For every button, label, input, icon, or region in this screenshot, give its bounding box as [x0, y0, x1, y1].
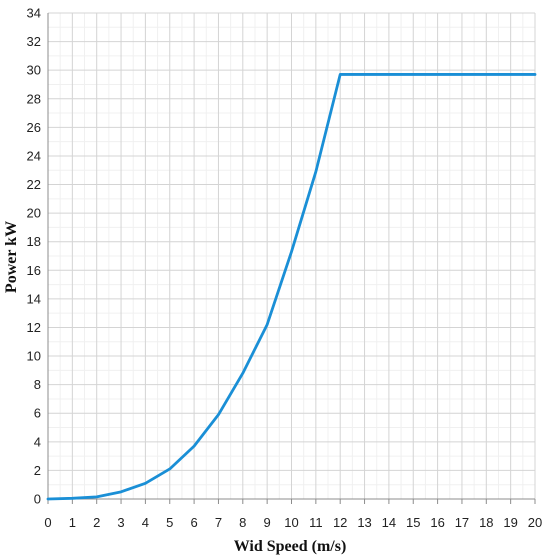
x-tick-label: 12: [333, 515, 347, 530]
series-group: [46, 73, 537, 501]
y-tick-label: 8: [34, 377, 41, 392]
y-tick-label: 28: [27, 91, 41, 106]
x-tick-label: 9: [264, 515, 271, 530]
x-tick-label: 6: [190, 515, 197, 530]
y-tick-label: 22: [27, 177, 41, 192]
x-axis-title: Wid Speed (m/s): [234, 538, 347, 555]
x-tick-label: 15: [406, 515, 420, 530]
x-tick-label: 0: [44, 515, 51, 530]
x-tick-label: 4: [142, 515, 149, 530]
y-tick-label: 34: [27, 6, 41, 21]
x-tick-label: 18: [479, 515, 493, 530]
power-series-line: [46, 73, 537, 501]
x-tick-label: 2: [93, 515, 100, 530]
y-tick-label: 4: [34, 434, 41, 449]
y-tick-label: 2: [34, 463, 41, 478]
y-tick-label: 0: [34, 492, 41, 507]
y-tick-label: 12: [27, 320, 41, 335]
x-tick-label: 20: [528, 515, 542, 530]
x-tick-label: 16: [430, 515, 444, 530]
y-tick-label: 26: [27, 120, 41, 135]
x-tick-label: 14: [382, 515, 396, 530]
y-tick-label: 24: [27, 148, 41, 163]
x-tick-label: 3: [117, 515, 124, 530]
y-tick-label: 10: [27, 349, 41, 364]
x-tick-label: 7: [215, 515, 222, 530]
x-tick-label: 5: [166, 515, 173, 530]
axes: [47, 13, 536, 504]
y-tick-label: 30: [27, 63, 41, 78]
x-tick-label: 19: [503, 515, 517, 530]
x-tick-label: 13: [357, 515, 371, 530]
y-tick-label: 6: [34, 406, 41, 421]
x-tick-labels: 0 1 2 3 4 5 6 7 8 9 10 11 12 13 14 15 16 17 18 19 20: [44, 515, 542, 530]
y-tick-label: 18: [27, 234, 41, 249]
x-tick-label: 11: [309, 515, 323, 530]
x-tick-label: 8: [239, 515, 246, 530]
y-tick-label: 16: [27, 263, 41, 278]
x-tick-label: 10: [284, 515, 298, 530]
x-tick-label: 1: [69, 515, 76, 530]
y-tick-label: 14: [27, 291, 41, 306]
y-tick-label: 20: [27, 206, 41, 221]
y-axis-title: Power kW: [3, 221, 20, 293]
x-tick-label: 17: [455, 515, 469, 530]
y-tick-label: 32: [27, 34, 41, 49]
